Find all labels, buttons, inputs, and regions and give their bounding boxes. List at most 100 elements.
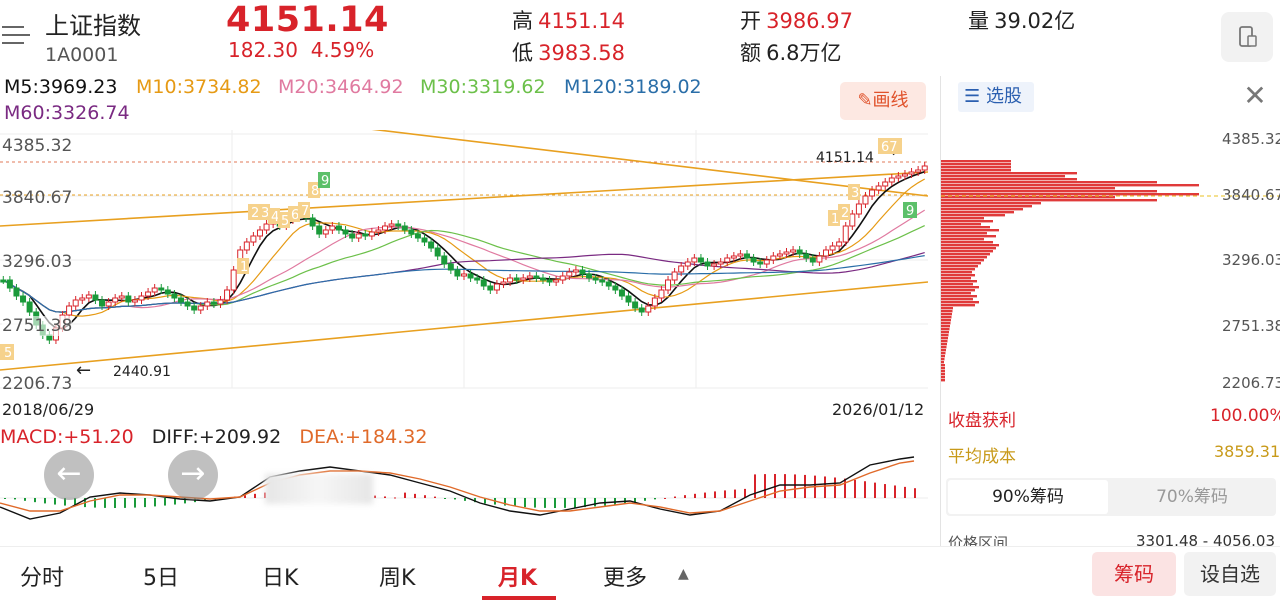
candle-body — [66, 305, 73, 316]
candle-body — [849, 213, 856, 227]
candle-body — [461, 273, 467, 277]
chip-bar — [941, 232, 987, 235]
candlestick-chart[interactable]: 4151.14 → ← 2440.91 1 2 3 4 5 6 7 8 9 5 … — [0, 130, 928, 400]
chip-bar — [941, 346, 947, 349]
dea-line — [0, 460, 915, 514]
candle-body — [553, 279, 560, 283]
chip-bar — [941, 262, 981, 265]
trend-lines — [0, 130, 928, 371]
candle-body — [118, 295, 125, 299]
candle-body — [625, 295, 632, 303]
macd-bar — [904, 486, 906, 498]
period-tab-bar — [0, 546, 1280, 601]
candle-body — [559, 275, 566, 281]
stock-picker-button[interactable]: ☰ 选股 — [958, 82, 1034, 112]
profit-value: 100.00% — [1210, 406, 1280, 426]
candle-body — [217, 299, 224, 305]
svg-text:2: 2 — [841, 206, 849, 221]
chip-bar — [941, 343, 947, 346]
svg-text:1: 1 — [831, 212, 839, 227]
candle-body — [632, 301, 639, 309]
macd-bar — [404, 492, 406, 498]
amount-stat: 额 6.8万亿 — [740, 41, 842, 65]
svg-text:3: 3 — [851, 186, 859, 201]
svg-text:2: 2 — [251, 206, 259, 221]
tab-90-chips[interactable]: 90%筹码 — [948, 480, 1108, 514]
macd-bar — [24, 498, 26, 501]
candle-body — [697, 257, 704, 263]
candle-body — [388, 223, 395, 227]
candle-body — [645, 305, 652, 313]
price-range-value: 3301.48 - 4056.03 — [1136, 532, 1276, 546]
ma10-value: M10:3734.82 — [136, 76, 262, 98]
chip-bar — [941, 199, 1157, 202]
next-button[interactable]: → — [168, 450, 218, 500]
tab-more[interactable]: 更多 — [603, 566, 648, 591]
current-price: 4151.14 — [226, 0, 389, 40]
svg-text:9: 9 — [906, 204, 914, 219]
candle-body — [375, 229, 382, 233]
tab-5day[interactable]: 5日 — [143, 566, 179, 591]
macd-bar — [794, 474, 796, 498]
candle-body — [875, 185, 882, 191]
y-tick-label: 3840.67 — [2, 188, 73, 208]
candle-body — [579, 269, 586, 275]
chip-bar — [941, 229, 999, 232]
tab-monthly-k[interactable]: 月K — [498, 566, 538, 591]
macd-bar — [394, 497, 396, 499]
macd-bar — [734, 489, 736, 498]
macd-bar — [674, 496, 676, 498]
candle-body — [783, 251, 790, 255]
tab-daily-k[interactable]: 日K — [262, 566, 299, 591]
candle-body — [592, 277, 599, 281]
candle-body — [191, 305, 198, 311]
chip-bar — [941, 361, 944, 364]
chip-bar — [941, 328, 950, 331]
add-watchlist-button[interactable]: 设自选 — [1184, 552, 1276, 596]
grid — [0, 130, 928, 389]
screen-mode-button[interactable] — [1221, 12, 1273, 62]
tab-weekly-k[interactable]: 周K — [379, 566, 416, 591]
chip-distribution-panel — [940, 76, 1280, 546]
chip-bar — [941, 277, 971, 280]
chip-bar — [941, 202, 1041, 205]
chip-bar — [941, 205, 1032, 208]
macd-bar — [44, 498, 46, 504]
caret-up-icon[interactable]: ▲ — [678, 566, 689, 582]
candle-body — [322, 229, 329, 235]
macd-chart[interactable] — [0, 455, 928, 535]
annotations: 4151.14 → ← 2440.91 — [76, 142, 897, 381]
prev-button[interactable]: ← — [44, 450, 94, 500]
candle-body — [586, 273, 593, 279]
chip-bar — [941, 280, 977, 283]
svg-text:3: 3 — [261, 206, 269, 221]
macd-bar — [724, 490, 726, 498]
candle-body — [546, 279, 553, 283]
draw-line-button[interactable]: ✎画线 — [840, 82, 926, 120]
close-icon[interactable]: ✕ — [1243, 79, 1267, 112]
candle-body — [401, 225, 408, 231]
diff-value: DIFF:+209.92 — [151, 426, 282, 448]
chip-bar — [941, 178, 1077, 181]
menu-icon[interactable] — [2, 22, 32, 48]
candle-body — [711, 263, 718, 267]
chip-y-tick: 2751.38 — [1222, 317, 1280, 335]
macd-bar — [864, 481, 866, 498]
macd-bar — [144, 498, 146, 508]
macd-bar — [574, 498, 576, 508]
macd-legend: MACD:+51.20 DIFF:+209.92 DEA:+184.32 — [0, 426, 427, 448]
chip-button[interactable]: 筹码 — [1092, 552, 1176, 596]
candle-body — [888, 177, 895, 183]
candle-body — [915, 169, 922, 173]
chip-bar — [941, 331, 949, 334]
macd-bar — [204, 498, 206, 501]
tab-70-chips[interactable]: 70%筹码 — [1156, 487, 1228, 507]
macd-bar — [474, 498, 476, 503]
candle-body — [224, 289, 231, 301]
tab-intraday[interactable]: 分时 — [20, 566, 65, 591]
chip-bar — [941, 217, 984, 220]
candle-body — [842, 225, 849, 243]
candle-body — [335, 225, 342, 231]
chip-bar — [941, 193, 1199, 196]
chip-y-tick: 3840.67 — [1222, 186, 1280, 204]
